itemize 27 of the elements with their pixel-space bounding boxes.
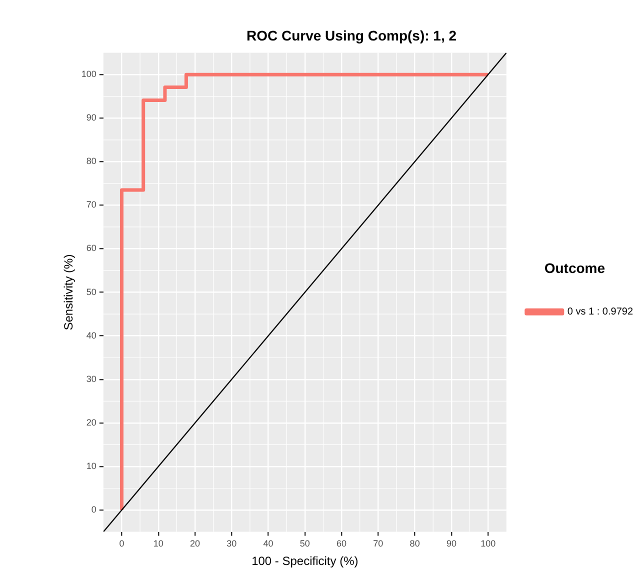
x-tick-label: 100	[480, 538, 496, 549]
x-tick-label: 50	[300, 538, 310, 549]
x-tick-label: 90	[446, 538, 456, 549]
y-axis-title: Sensitivity (%)	[62, 254, 76, 330]
x-tick-label: 60	[336, 538, 347, 549]
y-tick-label: 70	[86, 200, 96, 210]
x-tick-label: 10	[153, 538, 164, 549]
x-tick-label: 70	[373, 538, 384, 549]
legend-title: Outcome	[544, 260, 606, 276]
y-tick-label: 100	[81, 69, 96, 80]
y-tick-label: 60	[86, 243, 96, 254]
y-tick-label: 10	[86, 460, 96, 471]
x-tick-label: 30	[226, 538, 237, 549]
x-tick-label: 40	[263, 538, 274, 549]
x-tick-label: 80	[410, 538, 420, 549]
legend-label: 0 vs 1 : 0.9792	[567, 306, 634, 318]
y-tick-label: 90	[86, 112, 96, 123]
y-tick-label: 50	[86, 286, 96, 297]
x-axis-title: 100 - Specificity (%)	[252, 554, 358, 568]
y-tick-label: 30	[86, 374, 96, 384]
y-tick-label: 20	[86, 417, 96, 428]
y-tick-label: 80	[86, 156, 96, 166]
x-tick-label: 20	[190, 538, 200, 549]
chart-title: ROC Curve Using Comp(s): 1, 2	[246, 27, 457, 44]
y-tick-label: 40	[86, 330, 96, 340]
y-tick-label: 0	[91, 504, 96, 515]
x-tick-label: 0	[119, 538, 124, 549]
